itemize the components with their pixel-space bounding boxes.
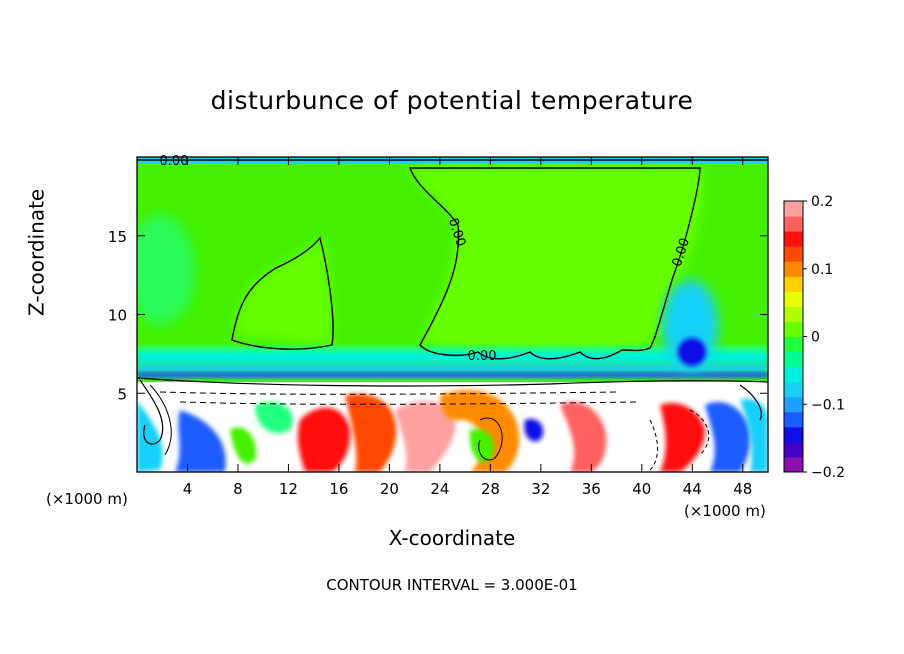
x-axis: 4 8 12 16 20 24 28 32 36 40 44 48 xyxy=(183,157,752,498)
colorbar-swatch xyxy=(784,321,803,337)
colorbar-swatch xyxy=(784,411,803,428)
field-patch-upper xyxy=(410,168,703,352)
x-tick-label: 32 xyxy=(531,480,550,498)
colorbar-tick-label: −0.1 xyxy=(811,397,845,413)
colorbar-swatch xyxy=(784,366,803,383)
contour-line-zero-upper xyxy=(408,167,701,360)
x-unit-label-right: (×1000 m) xyxy=(684,502,766,520)
x-tick-label: 40 xyxy=(632,480,651,498)
x-tick-label: 16 xyxy=(329,480,348,498)
heatmap-field xyxy=(137,157,768,472)
x-tick-label: 28 xyxy=(481,480,500,498)
x-tick-label: 12 xyxy=(279,480,298,498)
y-axis: 5 10 15 xyxy=(108,228,768,403)
colorbar-swatch xyxy=(784,351,803,368)
colorbar-tick-label: 0.2 xyxy=(811,194,833,210)
colorbar-swatch xyxy=(784,201,803,217)
y-tick-label: 5 xyxy=(117,385,127,403)
field-patch-left xyxy=(235,240,333,345)
colorbar-swatch xyxy=(784,456,803,473)
x-tick-label: 44 xyxy=(683,480,702,498)
colorbar-swatch xyxy=(784,246,803,262)
colorbar-swatch xyxy=(784,276,803,292)
colorbar: 0.2 0.1 0 −0.1 −0.2 xyxy=(783,194,845,481)
colorbar-tick-label: −0.2 xyxy=(811,465,845,481)
colorbar-swatch xyxy=(784,441,803,458)
colorbar-tick-label: 0.1 xyxy=(811,262,833,278)
x-tick-label: 48 xyxy=(733,480,752,498)
x-unit-label-left: (×1000 m) xyxy=(46,490,128,508)
x-tick-label: 36 xyxy=(582,480,601,498)
x-tick-label: 20 xyxy=(380,480,399,498)
contour-line-zero-left xyxy=(231,236,334,350)
colorbar-swatch xyxy=(784,426,803,443)
colorbar-swatch xyxy=(784,291,803,307)
x-tick-label: 24 xyxy=(430,480,449,498)
y-tick-label: 15 xyxy=(108,228,127,246)
contour-label: 0.00 xyxy=(160,154,189,169)
colorbar-swatch xyxy=(784,336,803,353)
x-tick-label: 8 xyxy=(233,480,243,498)
contour-label: 0.00 xyxy=(468,349,497,364)
colorbar-swatch xyxy=(784,231,803,247)
colorbar-swatch xyxy=(784,216,803,232)
colorbar-swatch xyxy=(784,261,803,277)
contour-interval-note: CONTOUR INTERVAL = 3.000E-01 xyxy=(326,576,578,594)
x-axis-label: X-coordinate xyxy=(388,526,516,550)
colorbar-swatch xyxy=(784,306,803,322)
x-tick-label: 4 xyxy=(183,480,193,498)
y-tick-label: 10 xyxy=(108,307,127,325)
colorbar-swatch xyxy=(784,396,803,413)
colorbar-tick-label: 0 xyxy=(811,330,820,346)
chart-title: disturbunce of potential temperature xyxy=(210,86,694,115)
colorbar-swatch xyxy=(784,381,803,398)
